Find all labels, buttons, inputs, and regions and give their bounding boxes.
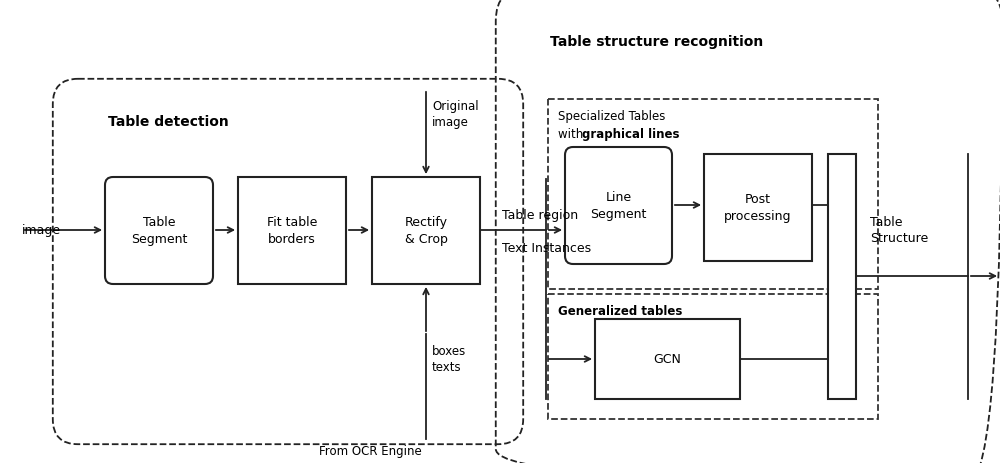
- Text: Table region: Table region: [502, 208, 578, 221]
- Text: Table detection: Table detection: [108, 115, 229, 129]
- Text: GCN: GCN: [654, 353, 681, 366]
- Bar: [828, 155, 856, 399]
- Bar: [595, 319, 740, 399]
- Bar: [548, 294, 878, 419]
- Text: with: with: [558, 128, 587, 141]
- Text: graphical lines: graphical lines: [582, 128, 680, 141]
- Bar: [704, 155, 812, 262]
- Bar: [238, 178, 346, 284]
- Text: Rectify
& Crop: Rectify & Crop: [405, 216, 448, 246]
- Text: Text Instances: Text Instances: [502, 242, 591, 255]
- FancyBboxPatch shape: [565, 148, 672, 264]
- Text: boxes
texts: boxes texts: [432, 344, 466, 373]
- Text: Fit table
borders: Fit table borders: [267, 216, 317, 246]
- Bar: [372, 178, 480, 284]
- Text: Generalized tables: Generalized tables: [558, 304, 682, 317]
- Text: Line
Segment: Line Segment: [590, 191, 647, 221]
- Text: Table structure recognition: Table structure recognition: [550, 35, 763, 49]
- Text: Table
Structure: Table Structure: [870, 216, 928, 245]
- Text: Table
Segment: Table Segment: [131, 216, 187, 246]
- Text: Original
image: Original image: [432, 100, 479, 129]
- Bar: [548, 100, 878, 289]
- Text: image: image: [22, 224, 61, 237]
- Text: Post
processing: Post processing: [724, 193, 792, 223]
- Text: Specialized Tables: Specialized Tables: [558, 110, 665, 123]
- Text: From OCR Engine: From OCR Engine: [319, 444, 421, 457]
- FancyBboxPatch shape: [105, 178, 213, 284]
